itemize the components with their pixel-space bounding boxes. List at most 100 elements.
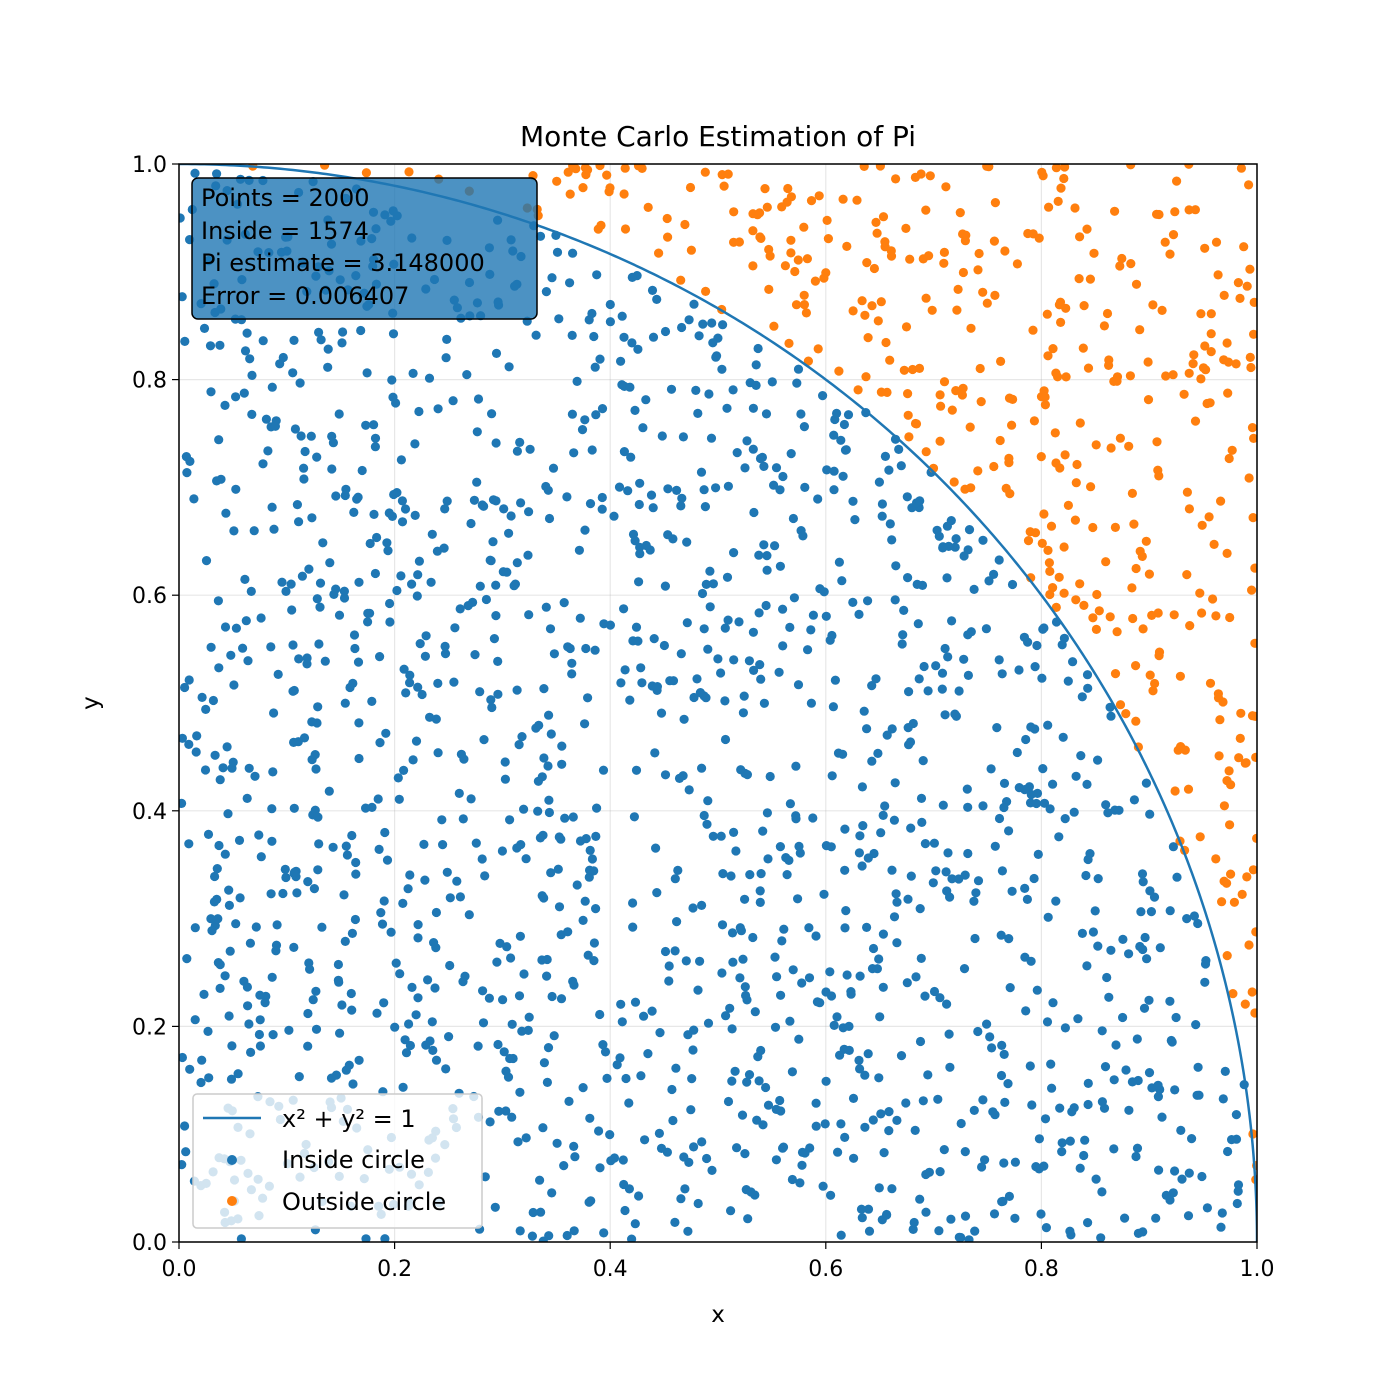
inside-point xyxy=(660,946,671,957)
inside-point xyxy=(594,1126,604,1136)
inside-point xyxy=(488,495,499,505)
x-axis-label: x xyxy=(711,1302,725,1328)
outside-point xyxy=(1165,249,1175,259)
inside-point xyxy=(203,829,214,840)
outside-point xyxy=(1094,606,1104,616)
outside-point xyxy=(1029,416,1039,426)
inside-point xyxy=(269,524,279,534)
inside-point xyxy=(825,967,835,977)
inside-point xyxy=(647,285,658,295)
inside-point xyxy=(633,636,643,646)
inside-point xyxy=(179,292,187,302)
inside-point xyxy=(693,408,703,418)
inside-point xyxy=(772,972,782,982)
inside-point xyxy=(548,463,559,473)
inside-point xyxy=(479,735,489,745)
inside-point xyxy=(544,795,554,805)
inside-point xyxy=(310,805,320,815)
inside-point xyxy=(787,1067,798,1077)
inside-point xyxy=(954,686,964,696)
outside-point xyxy=(852,195,862,205)
inside-point xyxy=(391,958,401,968)
inside-point xyxy=(663,484,673,494)
inside-point xyxy=(223,809,233,819)
inside-point xyxy=(665,676,675,686)
inside-point xyxy=(427,529,437,539)
inside-point xyxy=(1132,1034,1142,1044)
inside-point xyxy=(570,1152,580,1162)
inside-point xyxy=(1021,734,1031,745)
inside-point xyxy=(857,1213,867,1223)
outside-point xyxy=(1102,308,1113,319)
outside-point xyxy=(958,383,968,393)
inside-point xyxy=(440,641,450,652)
outside-point xyxy=(723,169,733,179)
inside-point xyxy=(691,385,701,395)
inside-point xyxy=(299,474,309,484)
inside-point xyxy=(687,1074,697,1084)
inside-point xyxy=(774,667,784,677)
inside-point xyxy=(516,498,526,508)
inside-point xyxy=(738,954,748,964)
outside-point xyxy=(783,183,793,194)
inside-point xyxy=(860,1070,870,1080)
inside-point xyxy=(445,960,455,971)
outside-point xyxy=(1059,542,1069,552)
inside-point xyxy=(826,1190,836,1200)
inside-point xyxy=(874,1183,884,1193)
inside-point xyxy=(1007,886,1017,896)
info-inside: Inside = 1574 xyxy=(201,217,369,245)
inside-point xyxy=(727,928,738,938)
outside-point xyxy=(1170,207,1180,217)
inside-point xyxy=(184,839,194,849)
inside-point xyxy=(874,954,884,964)
inside-point xyxy=(929,838,940,848)
inside-point xyxy=(537,891,547,901)
outside-point xyxy=(780,261,791,271)
x-tick-label: 0.4 xyxy=(593,1257,628,1282)
inside-point xyxy=(811,1098,821,1108)
inside-point xyxy=(333,959,343,970)
inside-point xyxy=(830,675,841,685)
inside-point xyxy=(677,322,687,333)
outside-point xyxy=(853,385,863,395)
inside-point xyxy=(761,409,772,419)
inside-point xyxy=(286,579,296,589)
outside-point xyxy=(1071,478,1081,488)
inside-point xyxy=(959,654,969,664)
inside-point xyxy=(554,832,564,842)
inside-point xyxy=(1021,1006,1031,1016)
inside-point xyxy=(697,1137,707,1147)
inside-point xyxy=(313,702,323,712)
outside-point xyxy=(755,208,765,218)
outside-point xyxy=(786,235,796,245)
inside-point xyxy=(313,865,323,875)
outside-point xyxy=(1005,489,1015,499)
inside-point xyxy=(937,668,948,678)
inside-point xyxy=(323,362,333,372)
inside-point xyxy=(544,710,554,720)
inside-point xyxy=(184,739,194,750)
outside-point xyxy=(1224,453,1234,464)
inside-point xyxy=(400,504,411,514)
inside-point xyxy=(527,1231,538,1241)
inside-point xyxy=(775,1095,785,1106)
inside-point xyxy=(699,810,709,821)
inside-point xyxy=(260,998,270,1008)
inside-point xyxy=(1065,1226,1075,1236)
inside-point xyxy=(752,1115,762,1125)
inside-point xyxy=(314,639,324,649)
inside-point xyxy=(372,1008,382,1018)
outside-point xyxy=(1168,230,1179,240)
outside-point xyxy=(552,176,562,186)
inside-point xyxy=(616,356,626,366)
x-tick-label: 0.6 xyxy=(808,1257,843,1282)
inside-point xyxy=(440,649,451,659)
inside-point xyxy=(827,630,837,641)
outside-point xyxy=(1089,248,1099,258)
inside-point xyxy=(562,492,572,502)
inside-point xyxy=(351,869,361,879)
inside-point xyxy=(1014,665,1024,675)
outside-point xyxy=(404,167,414,177)
outside-point xyxy=(989,236,1000,246)
